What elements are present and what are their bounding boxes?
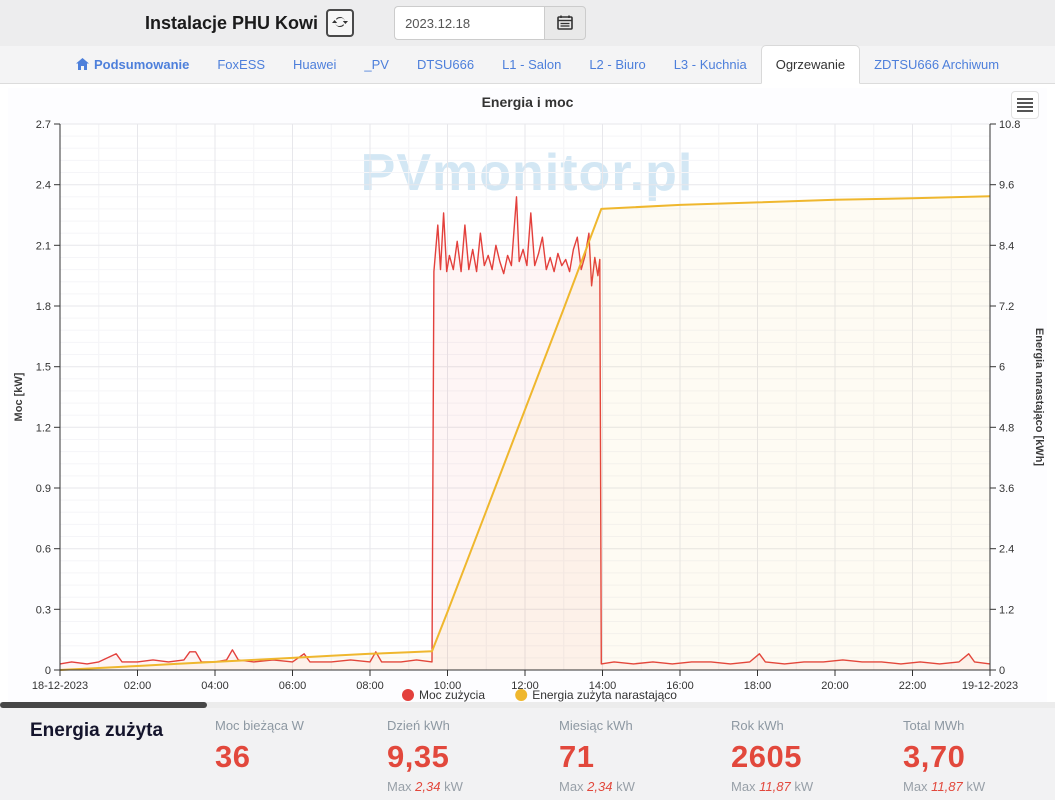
stat-label: Rok kWh <box>731 718 784 733</box>
stat-miesi-c-kwh: Miesiąc kWh 71 Max 2,34 kW <box>559 718 731 794</box>
tab-dtsu666[interactable]: DTSU666 <box>416 57 475 72</box>
svg-text:1.2: 1.2 <box>36 422 51 434</box>
tab-pv[interactable]: _PV <box>364 57 389 72</box>
svg-text:1.5: 1.5 <box>36 362 51 374</box>
svg-text:10:00: 10:00 <box>434 680 462 692</box>
svg-text:0: 0 <box>45 665 51 677</box>
svg-text:2.1: 2.1 <box>36 240 51 252</box>
header: Instalacje PHU Kowi <box>0 0 1055 46</box>
hamburger-menu-icon <box>1017 98 1033 100</box>
svg-text:2.4: 2.4 <box>36 180 51 192</box>
svg-text:18-12-2023: 18-12-2023 <box>32 680 88 692</box>
home-icon <box>76 57 89 72</box>
page-title: Instalacje PHU Kowi <box>145 12 319 33</box>
tab-bar: Podsumowanie FoxESS Huawei _PV DTSU666 L1 - S… <box>0 45 1055 84</box>
date-picker-group <box>394 6 587 40</box>
svg-text:0: 0 <box>999 665 1005 677</box>
tab-podsumowanie[interactable]: Podsumowanie <box>62 47 203 83</box>
stat-label: Total MWh <box>903 718 965 733</box>
chart-title: Energia i moc <box>481 94 574 110</box>
stat-max: Max 2,34 kW <box>387 779 463 794</box>
tab-foxess[interactable]: FoxESS <box>217 57 266 72</box>
svg-text:2.7: 2.7 <box>36 119 51 131</box>
horizontal-scrollbar-thumb[interactable] <box>0 702 207 708</box>
stats-footer: Energia zużyta Moc bieżąca W 36 Dzień kWh 9… <box>0 708 1055 800</box>
svg-text:02:00: 02:00 <box>124 680 152 692</box>
svg-text:20:00: 20:00 <box>821 680 849 692</box>
stat-value: 9,35 <box>387 739 450 774</box>
stat-value: 36 <box>215 739 251 774</box>
svg-text:Energia zużyta narastająco: Energia zużyta narastająco <box>532 688 677 702</box>
legend-item-moc-zu-ycia[interactable]: Moc zużycia <box>402 688 485 702</box>
stat-max: Max 11,87 kW <box>903 779 986 794</box>
stat-value: 71 <box>559 739 595 774</box>
svg-text:2.4: 2.4 <box>999 544 1014 556</box>
legend-item-energia-zu-yta-narastaj-co[interactable]: Energia zużyta narastająco <box>515 688 677 702</box>
tab-ogrzewanie[interactable]: Ogrzewanie <box>760 45 861 84</box>
svg-text:14:00: 14:00 <box>589 680 617 692</box>
refresh-icon <box>332 14 349 33</box>
svg-text:8.4: 8.4 <box>999 240 1014 252</box>
svg-text:19-12-2023: 19-12-2023 <box>962 680 1018 692</box>
tab-zdtsu666-archiwum[interactable]: ZDTSU666 Archiwum <box>874 57 1000 72</box>
svg-text:1.2: 1.2 <box>999 604 1014 616</box>
stat-rok-kwh: Rok kWh 2605 Max 11,87 kW <box>731 718 903 794</box>
refresh-button[interactable] <box>326 9 355 37</box>
svg-text:Moc zużycia: Moc zużycia <box>419 688 485 702</box>
stats-columns: Moc bieżąca W 36 Dzień kWh 9,35 Max 2,34 kW M… <box>215 718 985 794</box>
stat-dzie-kwh: Dzień kWh 9,35 Max 2,34 kW <box>387 718 559 794</box>
stat-label: Moc bieżąca W <box>215 718 304 733</box>
stat-label: Miesiąc kWh <box>559 718 633 733</box>
svg-text:1.8: 1.8 <box>36 301 51 313</box>
svg-text:6: 6 <box>999 362 1005 374</box>
svg-text:0.6: 0.6 <box>36 544 51 556</box>
tab-l1-salon[interactable]: L1 - Salon <box>502 57 562 72</box>
svg-text:12:00: 12:00 <box>511 680 539 692</box>
svg-text:04:00: 04:00 <box>201 680 229 692</box>
horizontal-scrollbar-track[interactable] <box>0 702 1055 708</box>
stat-label: Dzień kWh <box>387 718 450 733</box>
calendar-button[interactable] <box>544 6 587 40</box>
y-right-axis-title: Energia narastająco [kWh] <box>1033 328 1045 466</box>
stat-max: Max 11,87 kW <box>731 779 814 794</box>
svg-text:08:00: 08:00 <box>356 680 384 692</box>
svg-text:22:00: 22:00 <box>899 680 927 692</box>
svg-text:16:00: 16:00 <box>666 680 694 692</box>
stat-total-mwh: Total MWh 3,70 Max 11,87 kW <box>903 718 985 794</box>
chart-export-menu-button[interactable] <box>1011 91 1039 119</box>
tab-l3-kuchnia[interactable]: L3 - Kuchnia <box>673 57 747 72</box>
svg-text:3.6: 3.6 <box>999 483 1014 495</box>
date-input[interactable] <box>394 6 545 40</box>
svg-text:18:00: 18:00 <box>744 680 772 692</box>
tab-huawei[interactable]: Huawei <box>293 57 337 72</box>
calendar-icon <box>556 13 574 34</box>
svg-text:7.2: 7.2 <box>999 301 1014 313</box>
energy-power-chart: PVmonitor.pl0 00.3 1.20.6 2.40.9 3.61.2 4.81.… <box>13 119 1045 702</box>
tab-l2-biuro[interactable]: L2 - Biuro <box>589 57 646 72</box>
svg-text:10.8: 10.8 <box>999 119 1020 131</box>
svg-text:4.8: 4.8 <box>999 422 1014 434</box>
y-left-axis-title: Moc [kW] <box>13 372 25 421</box>
svg-text:0.3: 0.3 <box>36 604 51 616</box>
svg-text:9.6: 9.6 <box>999 180 1014 192</box>
svg-text:06:00: 06:00 <box>279 680 307 692</box>
stat-max: Max 2,34 kW <box>559 779 635 794</box>
stat-value: 3,70 <box>903 739 966 774</box>
svg-text:0.9: 0.9 <box>36 483 51 495</box>
stats-heading: Energia zużyta <box>30 720 164 741</box>
stat-value: 2605 <box>731 739 802 774</box>
stat-moc-bie-ca-w: Moc bieżąca W 36 <box>215 718 387 794</box>
chart-card: Energia i moc PVmonitor.pl 0 0 0.3 1.2 0.6 2.4… <box>8 88 1047 702</box>
